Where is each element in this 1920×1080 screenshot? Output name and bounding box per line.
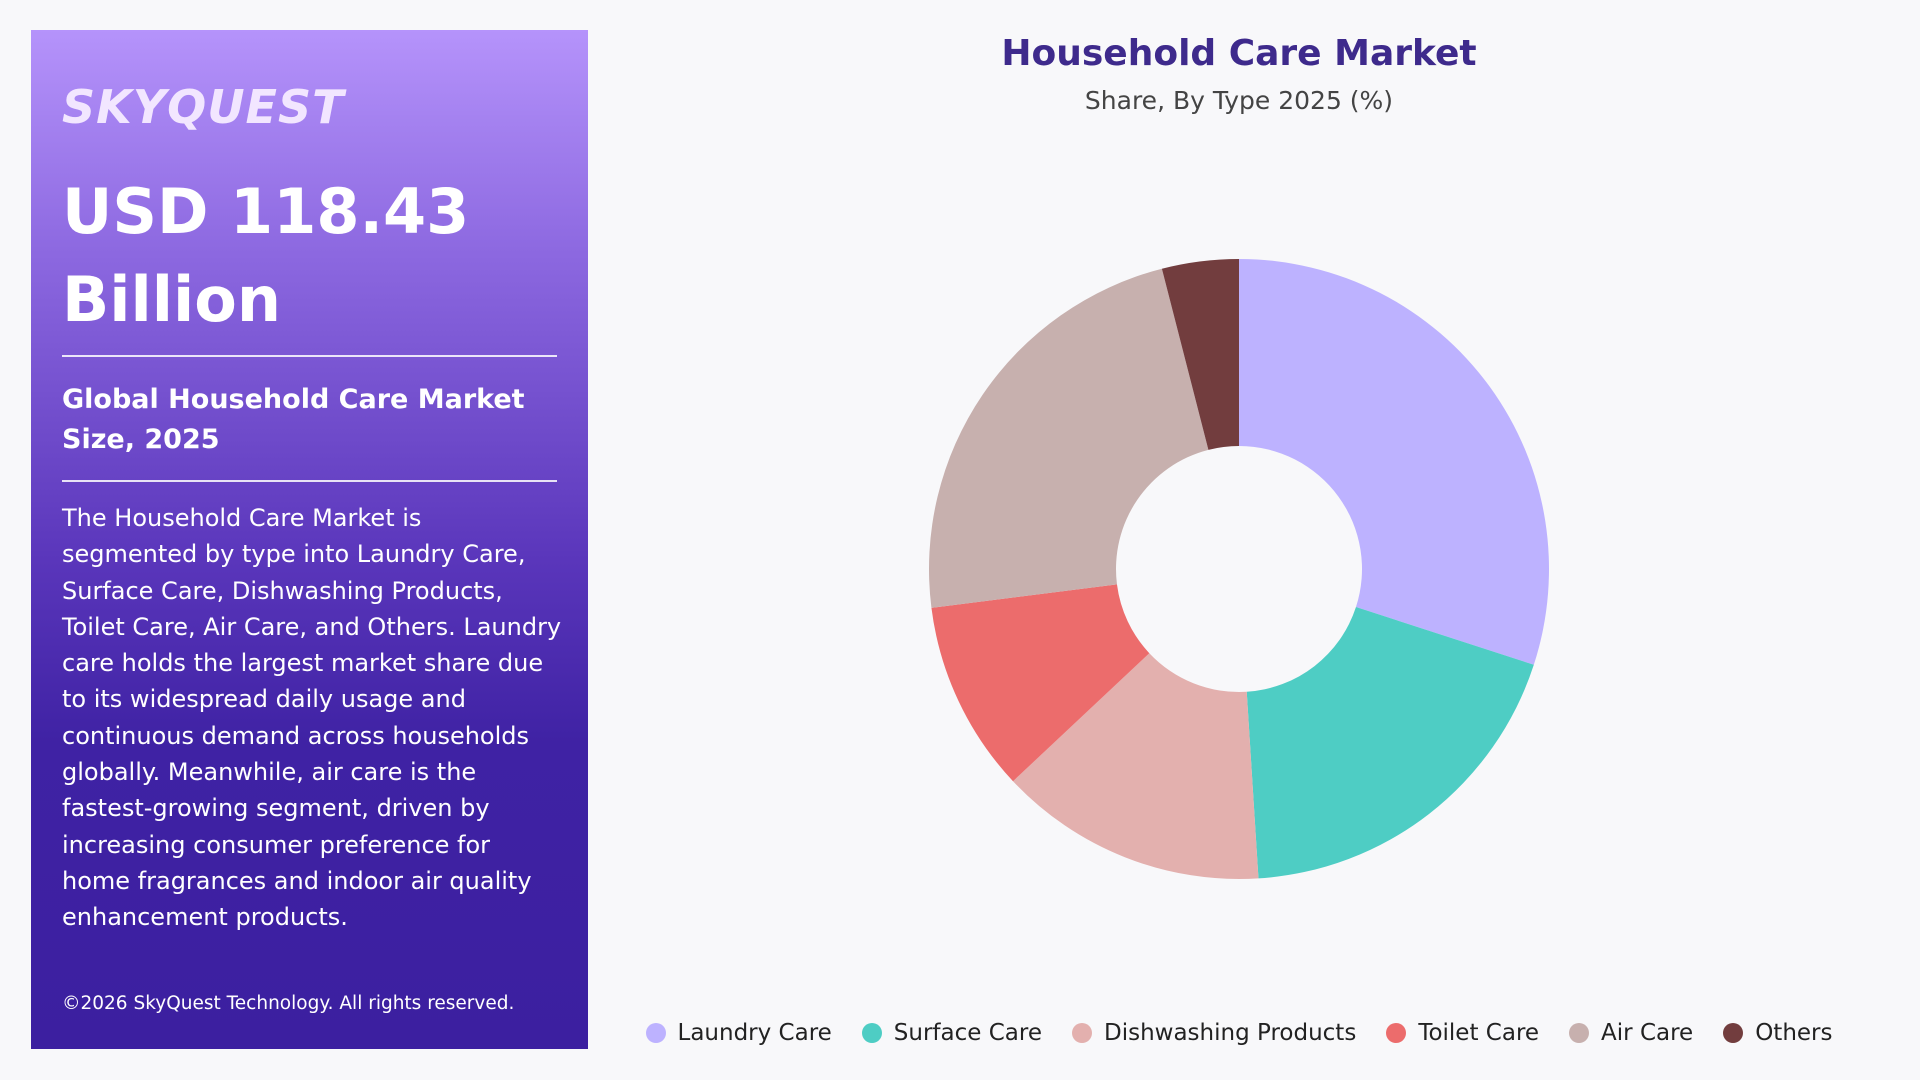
market-size-label: Global Household Care Market Size, 2025 bbox=[62, 384, 525, 455]
slice-air-care[interactable] bbox=[929, 268, 1209, 608]
slice-surface-care[interactable] bbox=[1246, 607, 1534, 879]
slice-dishwashing-products[interactable] bbox=[1013, 653, 1259, 880]
legend-swatch bbox=[1569, 1023, 1590, 1043]
market-value-headline: USD 118.43 Billion bbox=[62, 175, 470, 336]
chart-title: Household Care Market bbox=[1001, 33, 1477, 74]
legend-item-others[interactable]: Others bbox=[1723, 1020, 1833, 1046]
legend-label: Surface Care bbox=[893, 1020, 1042, 1046]
legend-swatch bbox=[861, 1023, 882, 1043]
donut-chart bbox=[929, 259, 1549, 880]
legend-swatch bbox=[1723, 1023, 1744, 1043]
legend-swatch bbox=[1386, 1023, 1407, 1043]
summary-panel: SKYQUEST USD 118.43 Billion Global House… bbox=[31, 30, 588, 1049]
legend-item-toilet-care[interactable]: Toilet Care bbox=[1386, 1020, 1539, 1046]
legend-item-air-care[interactable]: Air Care bbox=[1569, 1020, 1693, 1046]
legend-label: Dishwashing Products bbox=[1103, 1020, 1357, 1046]
chart-legend: Laundry Care Surface Care Dishwashing Prod… bbox=[620, 1020, 1858, 1046]
legend-label: Laundry Care bbox=[677, 1020, 832, 1046]
slice-laundry-care[interactable] bbox=[1239, 259, 1549, 665]
legend-item-dishwashing-products[interactable]: Dishwashing Products bbox=[1071, 1020, 1357, 1046]
legend-swatch bbox=[645, 1023, 666, 1043]
legend-item-laundry-care[interactable]: Laundry Care bbox=[645, 1020, 832, 1046]
brand-logo: SKYQUEST bbox=[62, 80, 345, 134]
copyright-notice: ©2026 SkyQuest Technology. All rights re… bbox=[62, 993, 515, 1014]
slice-others[interactable] bbox=[1161, 259, 1239, 450]
legend-swatch bbox=[1071, 1023, 1092, 1043]
legend-label: Others bbox=[1755, 1020, 1833, 1046]
legend-item-surface-care[interactable]: Surface Care bbox=[861, 1020, 1042, 1046]
slice-toilet-care[interactable] bbox=[931, 584, 1150, 782]
divider bbox=[62, 480, 557, 482]
market-description: The Household Care Market is segmented b… bbox=[62, 504, 562, 932]
divider bbox=[62, 355, 557, 357]
chart-subtitle: Share, By Type 2025 (%) bbox=[1084, 86, 1394, 115]
legend-label: Toilet Care bbox=[1418, 1020, 1540, 1046]
legend-label: Air Care bbox=[1601, 1020, 1694, 1046]
